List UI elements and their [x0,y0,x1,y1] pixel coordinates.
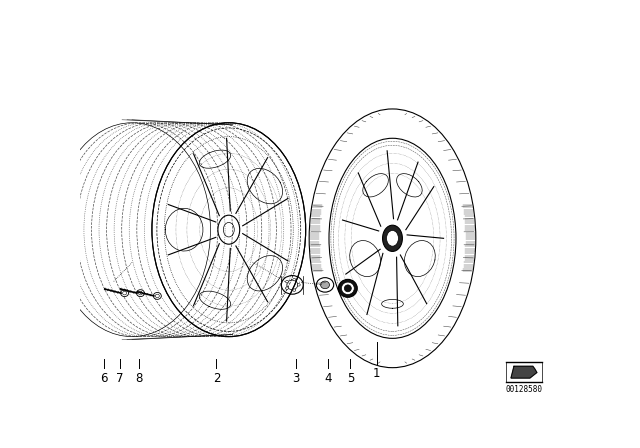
Ellipse shape [136,290,145,297]
Text: 5: 5 [347,371,354,384]
Ellipse shape [297,284,300,286]
Ellipse shape [321,281,330,289]
Ellipse shape [387,230,399,246]
Text: 00128580: 00128580 [506,385,543,394]
Ellipse shape [285,287,289,289]
Ellipse shape [292,278,296,281]
Text: 4: 4 [324,371,332,384]
Ellipse shape [383,225,403,251]
Text: 2: 2 [212,371,220,384]
Text: 7: 7 [116,371,124,384]
Text: 1: 1 [373,367,380,380]
Text: 6: 6 [100,371,108,384]
Text: 8: 8 [135,371,142,384]
Ellipse shape [341,282,355,294]
Ellipse shape [344,285,351,292]
Ellipse shape [285,280,289,283]
Text: 3: 3 [292,371,300,384]
Ellipse shape [154,293,161,299]
Ellipse shape [120,290,129,297]
Ellipse shape [292,289,296,291]
Polygon shape [511,366,537,378]
Ellipse shape [316,278,333,292]
Ellipse shape [339,280,357,297]
